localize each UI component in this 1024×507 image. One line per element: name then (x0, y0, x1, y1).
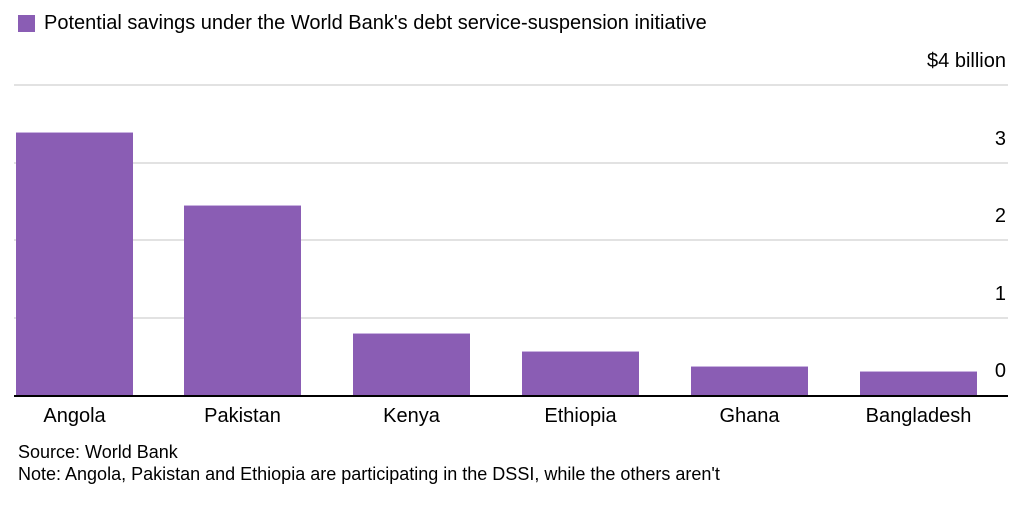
chart-legend: Potential savings under the World Bank's… (18, 12, 707, 35)
y-axis-unit-label: $4 billion (927, 50, 1006, 72)
bar-pakistan (184, 205, 301, 395)
x-axis-baseline (14, 395, 1008, 397)
gridline (14, 161, 1008, 164)
note-text: Note: Angola, Pakistan and Ethiopia are … (18, 464, 720, 484)
legend-label: Potential savings under the World Bank's… (44, 12, 707, 34)
bar-angola (16, 131, 133, 395)
x-tick-label: Ethiopia (544, 405, 617, 427)
bar-kenya (353, 333, 470, 395)
x-tick-label: Angola (43, 405, 106, 427)
y-tick-label: 2 (994, 205, 1006, 227)
gridline (14, 316, 1008, 319)
gridline (14, 84, 1008, 86)
gridline (14, 239, 1008, 241)
x-tick-label: Kenya (383, 405, 440, 427)
x-tick-label: Pakistan (204, 405, 281, 427)
bar-ethiopia (522, 350, 639, 395)
y-tick-label: 0 (994, 360, 1006, 382)
source-text: Source: World Bank (18, 442, 178, 462)
legend-swatch (18, 15, 35, 32)
x-tick-label: Bangladesh (865, 405, 972, 427)
y-tick-label: 1 (994, 282, 1006, 305)
y-tick-label: 3 (994, 127, 1006, 150)
x-tick-label: Ghana (719, 405, 780, 427)
bar-ghana (691, 366, 808, 395)
bar-bangladesh (860, 370, 977, 395)
